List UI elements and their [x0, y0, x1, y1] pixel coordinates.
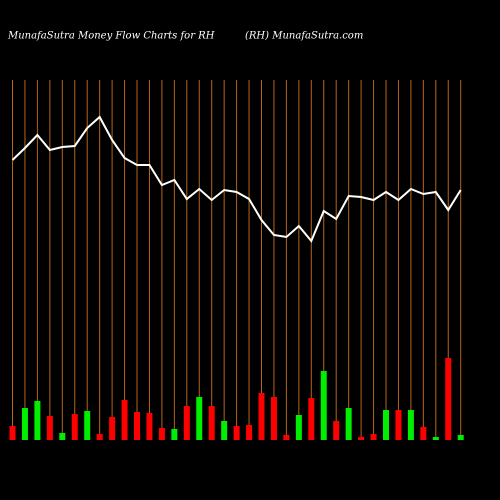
bar [258, 393, 265, 440]
bar [183, 406, 190, 440]
bar [395, 410, 402, 440]
bar [308, 398, 315, 440]
bar [71, 414, 78, 440]
bar [457, 435, 464, 440]
bar [407, 410, 414, 440]
bar [333, 421, 340, 440]
bar [208, 406, 215, 440]
chart-title: MunafaSutra Money Flow Charts for RH [7, 31, 215, 42]
bar [233, 426, 240, 440]
bar [295, 415, 302, 440]
bar [34, 401, 41, 440]
bar [383, 410, 389, 440]
bar [283, 435, 290, 440]
bar [420, 427, 427, 440]
bar [21, 408, 28, 440]
chart-subtitle: (RH) MunafaSutra.com [245, 31, 363, 42]
bar [59, 433, 66, 440]
bar [146, 413, 153, 440]
bar [171, 429, 178, 440]
bar [134, 412, 140, 440]
money-flow-line [11, 115, 462, 243]
bar [358, 437, 365, 440]
bar [246, 425, 253, 440]
bar [445, 358, 452, 440]
bar [9, 426, 16, 440]
bar [46, 416, 53, 440]
bar [320, 371, 327, 440]
bar [121, 400, 128, 440]
bar [432, 437, 439, 440]
bar [370, 434, 377, 440]
bar [109, 417, 116, 440]
bar [96, 434, 103, 440]
bar [345, 408, 352, 440]
bar [270, 397, 277, 440]
bar [158, 428, 165, 440]
bar [221, 421, 228, 440]
bar [84, 411, 91, 440]
bar [196, 397, 203, 440]
